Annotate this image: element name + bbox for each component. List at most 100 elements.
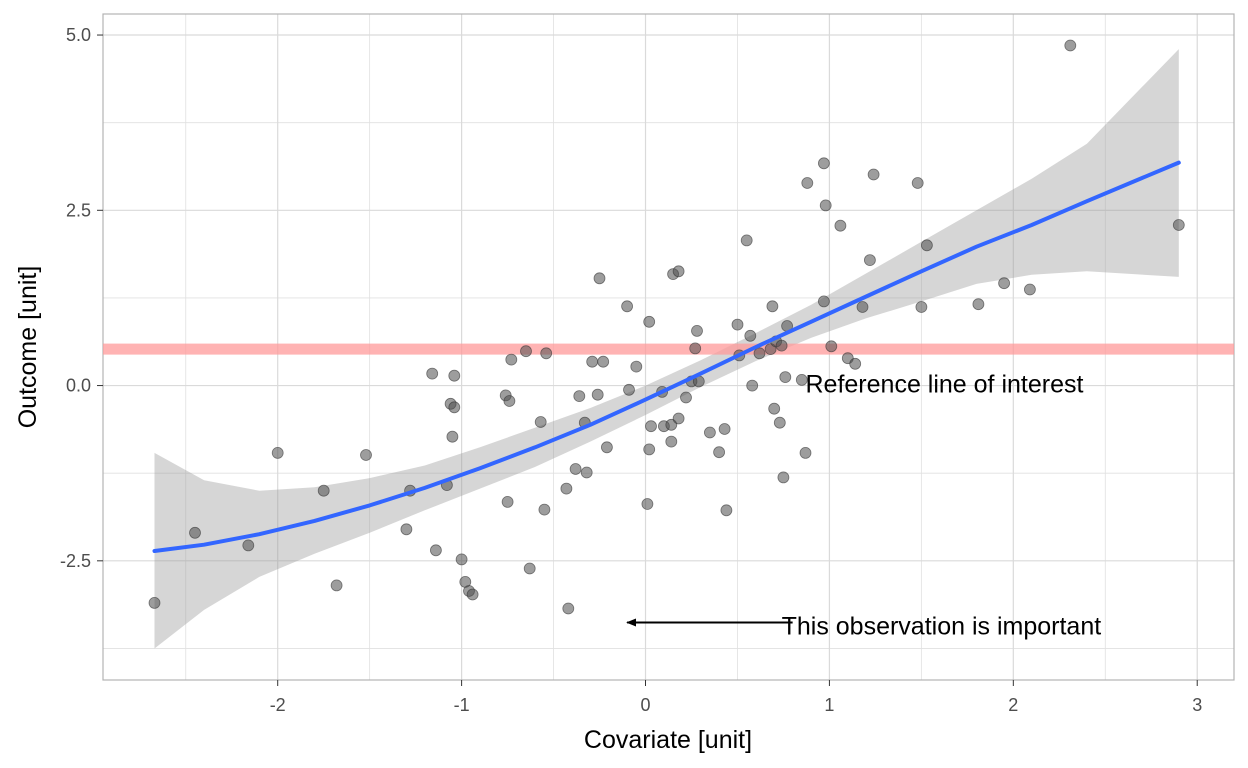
smooth-line xyxy=(152,160,1181,553)
data-point xyxy=(834,219,847,232)
data-point xyxy=(825,340,838,353)
data-point xyxy=(448,401,461,414)
data-point xyxy=(691,324,703,337)
data-point xyxy=(972,298,985,311)
data-point xyxy=(795,373,808,386)
data-point xyxy=(591,388,604,401)
data-point xyxy=(718,423,731,435)
data-point xyxy=(593,272,606,285)
data-point xyxy=(680,391,692,404)
data-point xyxy=(704,426,716,439)
reference-line-label: Reference line of interest xyxy=(806,371,1084,399)
data-point xyxy=(466,588,479,601)
data-point xyxy=(998,277,1010,290)
data-point xyxy=(586,355,599,368)
x-tick-label: 2 xyxy=(1008,695,1018,715)
data-point xyxy=(672,412,685,425)
data-point xyxy=(777,471,790,484)
data-point xyxy=(867,168,880,181)
data-point xyxy=(665,435,678,448)
data-point xyxy=(645,420,657,433)
data-point xyxy=(330,579,343,592)
data-point xyxy=(1064,39,1077,52)
data-point xyxy=(921,239,933,252)
data-point xyxy=(801,177,814,189)
data-point xyxy=(148,597,161,609)
data-point xyxy=(597,355,610,368)
data-point xyxy=(1172,219,1185,231)
x-tick-label: -1 xyxy=(454,695,470,715)
x-tick-label: 3 xyxy=(1192,695,1202,715)
data-point xyxy=(819,199,832,212)
data-point xyxy=(731,318,744,331)
annotation-label: This observation is important xyxy=(782,612,1102,640)
data-point xyxy=(429,544,442,557)
data-point xyxy=(426,367,439,380)
x-tick-label: 0 xyxy=(641,695,651,715)
data-point xyxy=(580,466,593,479)
data-point xyxy=(864,254,876,267)
data-point xyxy=(740,234,753,247)
data-point xyxy=(766,300,779,313)
data-point xyxy=(538,503,551,516)
data-point xyxy=(753,347,766,360)
data-point xyxy=(621,300,633,313)
data-point xyxy=(540,347,553,360)
data-point xyxy=(775,339,788,352)
data-point xyxy=(713,446,725,459)
data-point xyxy=(689,342,702,355)
y-tick-label: 5.0 xyxy=(66,25,91,45)
y-axis: -2.5 0.0 2.5 5.0 xyxy=(60,25,103,571)
data-point xyxy=(523,562,536,575)
x-axis-title: Covariate [unit] xyxy=(584,726,752,754)
data-point xyxy=(271,446,284,459)
data-point xyxy=(448,369,461,382)
data-point xyxy=(746,379,759,392)
data-points xyxy=(148,39,1185,615)
data-point xyxy=(744,329,757,342)
data-point xyxy=(505,353,518,366)
data-point xyxy=(1024,283,1036,296)
reference-line xyxy=(103,343,1234,355)
data-point xyxy=(818,295,830,308)
data-point xyxy=(189,526,201,539)
y-tick-label: 2.5 xyxy=(66,200,91,220)
data-point xyxy=(400,523,413,536)
data-point xyxy=(569,463,582,475)
data-point xyxy=(818,157,830,170)
data-point xyxy=(601,441,613,454)
data-point xyxy=(768,402,781,415)
data-point xyxy=(672,265,685,278)
data-point xyxy=(773,416,786,429)
data-point xyxy=(915,301,928,313)
y-axis-title: Outcome [unit] xyxy=(14,266,42,429)
data-point xyxy=(849,357,862,370)
data-point xyxy=(242,539,255,552)
data-point xyxy=(911,177,924,189)
data-point xyxy=(534,416,547,428)
x-tick-label: -2 xyxy=(270,695,286,715)
data-point xyxy=(779,371,792,384)
data-point xyxy=(560,482,573,495)
y-tick-label: 0.0 xyxy=(66,376,91,396)
x-axis: -2 -1 0 1 2 3 xyxy=(270,680,1202,715)
x-tick-label: 1 xyxy=(824,695,834,715)
data-point xyxy=(317,484,330,497)
data-point xyxy=(623,383,635,396)
y-tick-label: -2.5 xyxy=(60,551,91,571)
data-point xyxy=(562,602,575,615)
data-point xyxy=(630,360,643,373)
data-point xyxy=(643,315,656,328)
data-point xyxy=(720,504,733,517)
data-point xyxy=(799,446,812,459)
data-point xyxy=(643,443,656,456)
data-point xyxy=(446,430,459,443)
data-point xyxy=(455,553,468,566)
confidence-band xyxy=(154,49,1179,649)
data-point xyxy=(573,390,586,403)
data-point xyxy=(520,345,532,358)
data-point xyxy=(641,498,654,510)
data-point xyxy=(360,449,372,461)
data-point xyxy=(856,301,869,313)
